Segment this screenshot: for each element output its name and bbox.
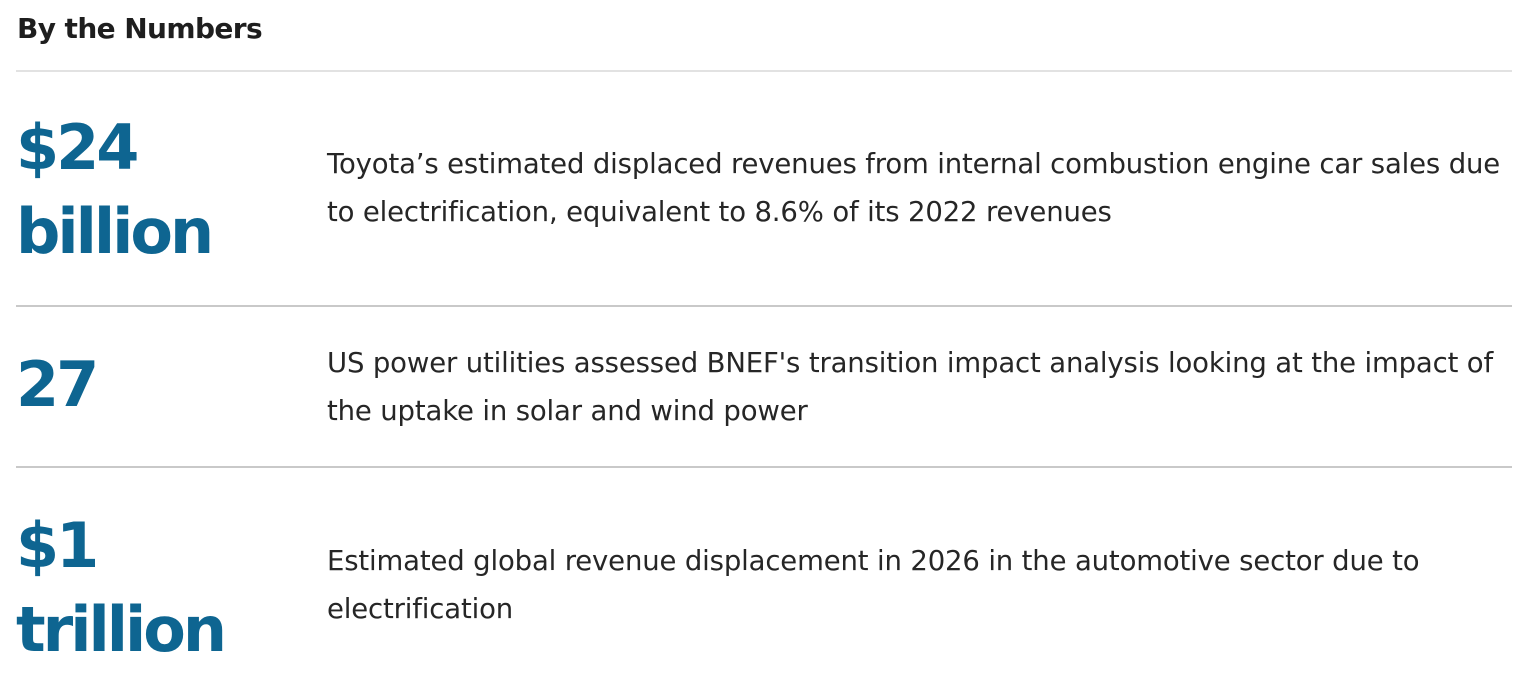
- stat-value: $24 billion: [16, 111, 214, 268]
- row-divider: [16, 305, 1512, 307]
- row-divider: [16, 466, 1512, 468]
- stat-value: $1 trillion: [16, 509, 227, 666]
- stat-description: Estimated global revenue displacement in…: [327, 545, 1420, 625]
- stat-row: $1 trillion Estimated global revenue dis…: [16, 504, 1512, 674]
- stat-row: $24 billion Toyota’s estimated displaced…: [16, 106, 1512, 276]
- stat-row: 27 US power utilities assessed BNEF's tr…: [16, 343, 1512, 435]
- section-title: By the Numbers: [17, 12, 263, 45]
- top-divider: [16, 70, 1512, 72]
- stat-description: US power utilities assessed BNEF's trans…: [327, 347, 1494, 427]
- stat-value: 27: [16, 348, 99, 421]
- stat-description: Toyota’s estimated displaced revenues fr…: [327, 148, 1501, 228]
